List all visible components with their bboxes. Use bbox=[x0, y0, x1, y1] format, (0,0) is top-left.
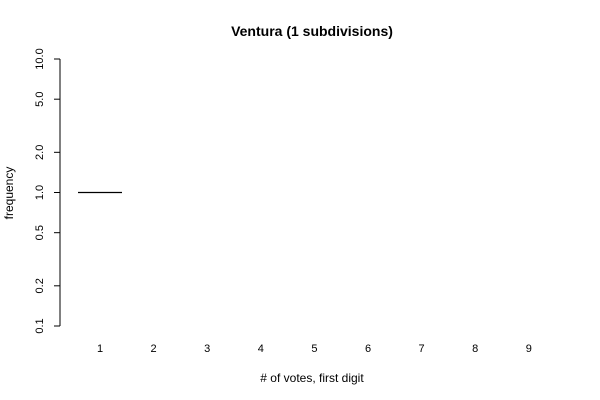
chart-title: Ventura (1 subdivisions) bbox=[231, 23, 393, 39]
x-axis-ticks: 1 2 3 4 5 6 7 8 9 bbox=[97, 343, 532, 355]
x-tick-label: 2 bbox=[151, 343, 157, 355]
y-tick-label: 0.5 bbox=[34, 225, 46, 240]
x-tick-label: 7 bbox=[419, 343, 425, 355]
x-axis-label: # of votes, first digit bbox=[260, 371, 364, 385]
x-tick-label: 1 bbox=[97, 343, 103, 355]
x-tick-label: 4 bbox=[258, 343, 264, 355]
y-tick-label: 0.1 bbox=[34, 318, 46, 333]
y-axis-ticks: 0.1 0.2 0.5 1.0 2.0 5.0 10.0 bbox=[34, 48, 60, 334]
y-tick-label: 10.0 bbox=[34, 48, 46, 69]
y-axis-label: frequency bbox=[2, 167, 16, 220]
x-tick-label: 3 bbox=[204, 343, 210, 355]
x-tick-label: 6 bbox=[365, 343, 371, 355]
y-tick-label: 1.0 bbox=[34, 185, 46, 200]
y-tick-label: 0.2 bbox=[34, 278, 46, 293]
x-tick-label: 5 bbox=[311, 343, 317, 355]
x-tick-label: 9 bbox=[526, 343, 532, 355]
y-tick-label: 5.0 bbox=[34, 92, 46, 107]
x-tick-label: 8 bbox=[472, 343, 478, 355]
y-tick-label: 2.0 bbox=[34, 145, 46, 160]
